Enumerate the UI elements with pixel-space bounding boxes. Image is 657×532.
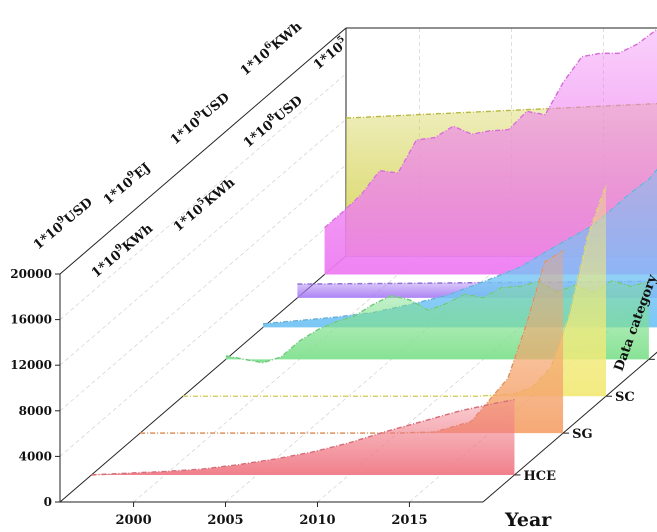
series-line (225, 279, 650, 364)
unit-labels: 1*109USD1*109KWh1*109EJ1*105KWh1*109USD1… (30, 17, 347, 281)
x-axis-title: Year (504, 509, 552, 531)
y-grid-line (59, 210, 347, 457)
frame-edge (59, 27, 347, 275)
series-line-shade (263, 169, 657, 325)
series-line (263, 168, 657, 325)
y-tick-label: 16000 (10, 313, 52, 327)
x-tick-label: 2015 (391, 513, 427, 528)
series-line-shade (91, 399, 515, 476)
y-grid-line (59, 118, 347, 366)
series-area (182, 185, 607, 397)
category-axis: HCESGSCIMGDPINDEXPOP (514, 358, 655, 484)
series-ex (324, 29, 657, 275)
category-label: HCE (523, 469, 556, 484)
unit-label: 1*106KWh (237, 17, 306, 79)
x-tick-label: 2000 (115, 513, 151, 528)
x-axis: 2000 2005 2010 2015 (115, 502, 428, 528)
series-line-shade (225, 280, 649, 363)
unit-label: 1*109KWh (88, 219, 157, 281)
y-tick-label: 0 (44, 495, 52, 509)
series-line (91, 398, 515, 476)
series-group (91, 29, 657, 476)
unit-label: 1*105KWh (170, 173, 239, 235)
category-label: SC (615, 390, 635, 405)
frame-edge (482, 351, 657, 503)
series-area (91, 399, 515, 475)
category-label: SG (572, 427, 593, 442)
unit-label: 1*109USD (167, 89, 233, 148)
unit-label: 1*108USD (240, 92, 306, 151)
y-tick-label: 12000 (10, 358, 52, 372)
unit-label: 1*109USD (30, 194, 96, 253)
series-sg (140, 250, 564, 434)
series-area (140, 250, 564, 434)
y-tick-label: 4000 (19, 449, 52, 463)
y-axis: 0 4000 8000 12000 16000 20000 (10, 267, 60, 509)
y-tick-label: 20000 (10, 267, 52, 281)
x-tick-label: 2010 (299, 513, 335, 528)
series-area (324, 30, 657, 275)
x-tick-label: 2005 (207, 513, 243, 528)
series-hce (91, 398, 515, 476)
y-tick-label: 8000 (19, 404, 52, 418)
